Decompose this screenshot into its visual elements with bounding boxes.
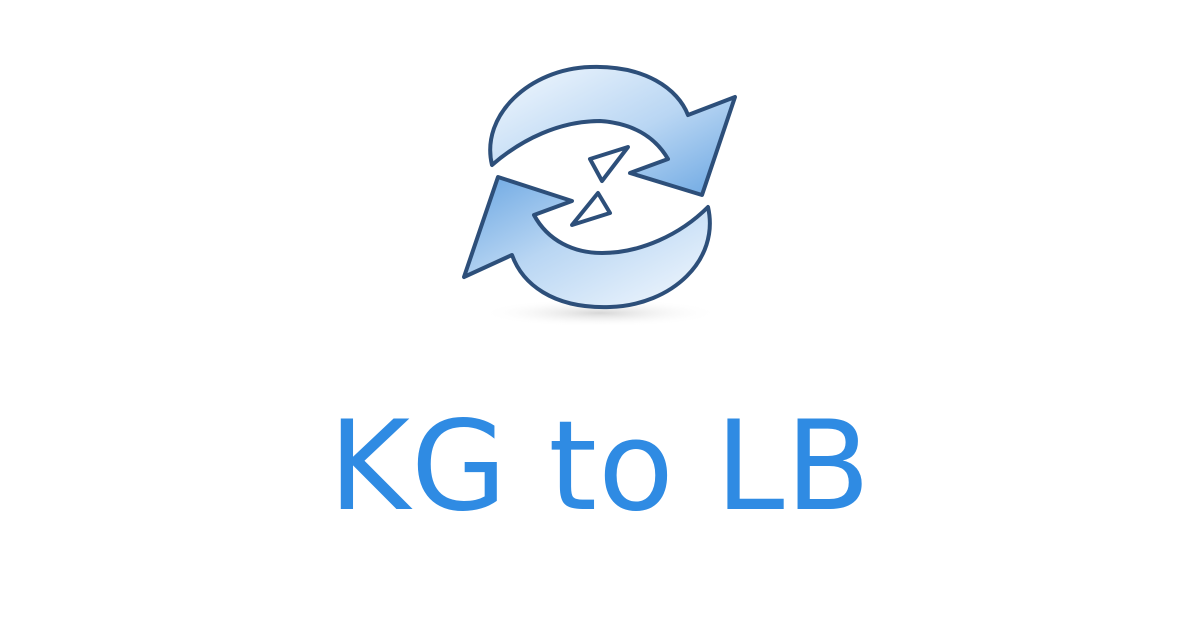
page-title: KG to LB <box>328 395 872 539</box>
refresh-arrows-icon <box>440 55 760 340</box>
